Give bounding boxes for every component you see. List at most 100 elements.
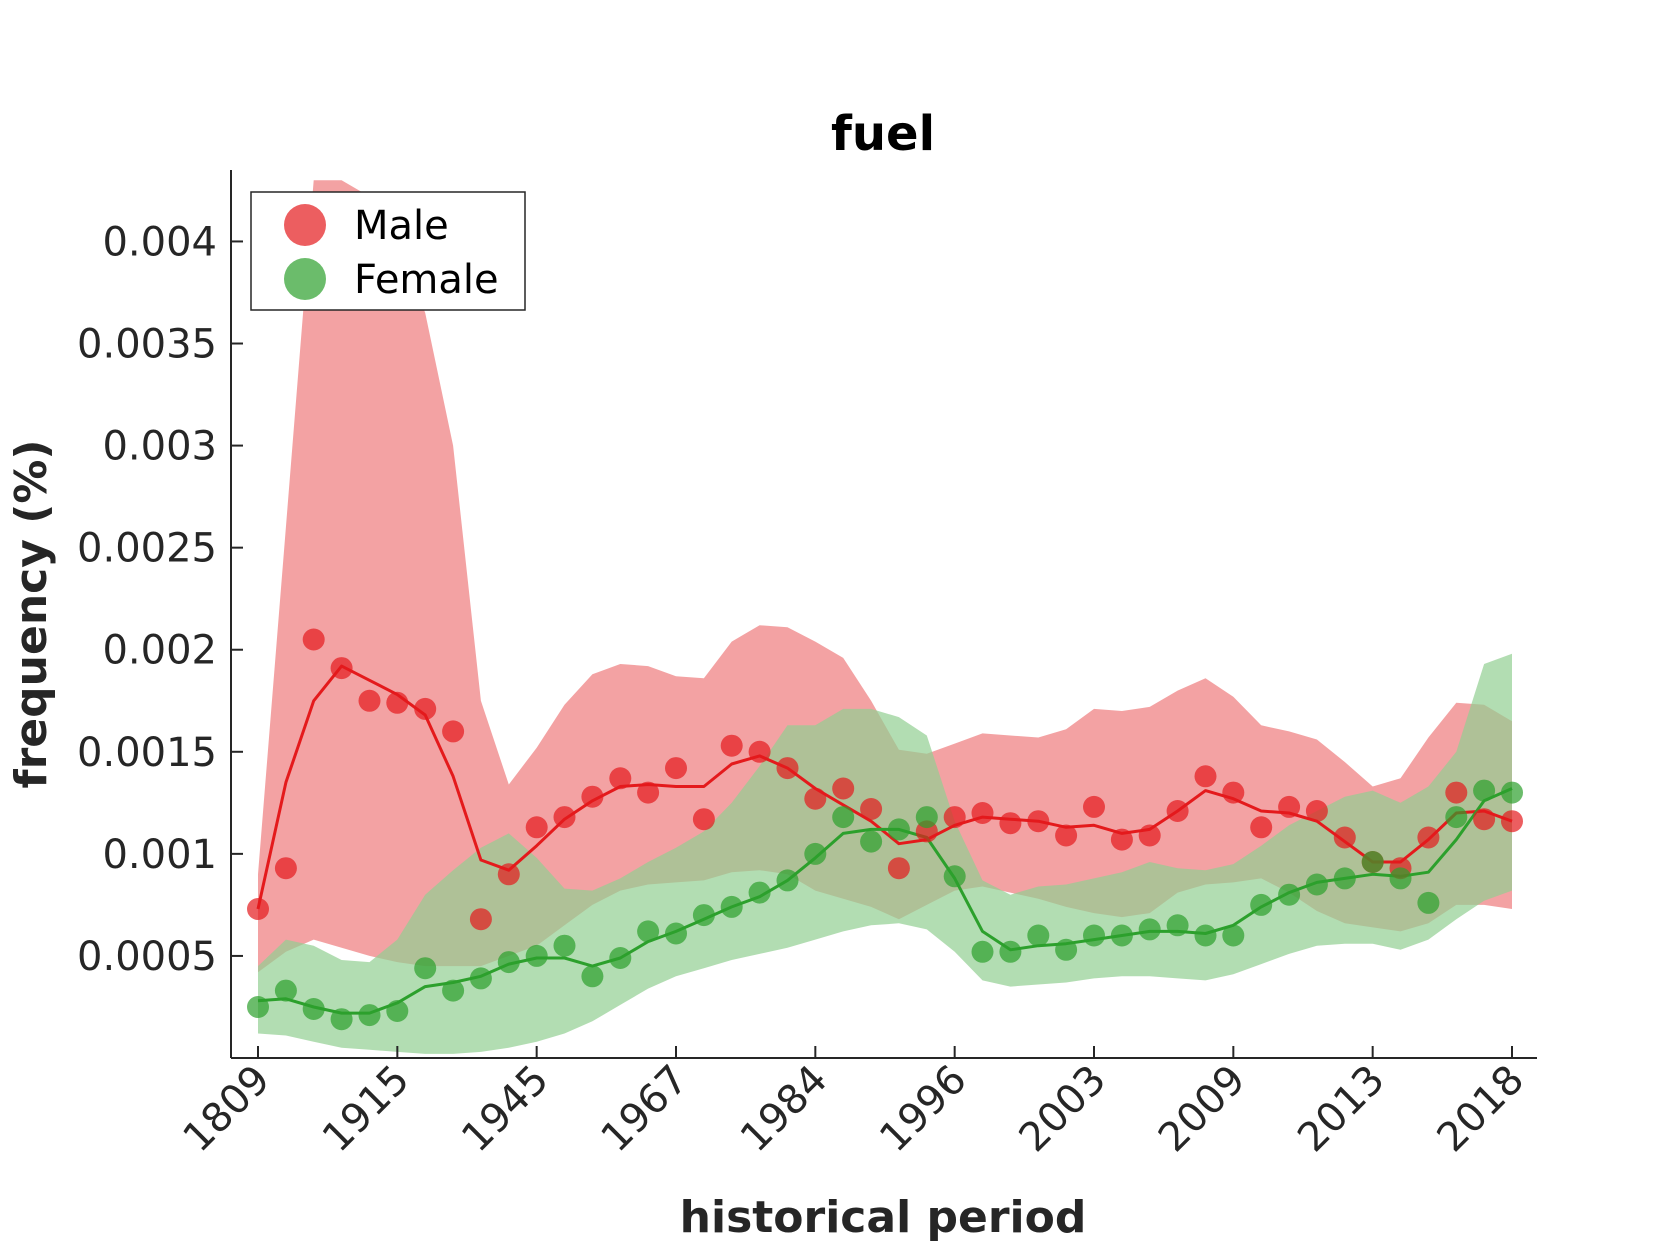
point-male [832, 777, 855, 800]
point-male [1027, 810, 1050, 833]
point-female [1055, 938, 1078, 961]
point-male [1138, 824, 1161, 847]
y-tick-label: 0.0015 [77, 730, 217, 776]
point-female [804, 842, 827, 865]
point-male [1473, 808, 1496, 831]
point-female [414, 957, 437, 980]
chart-title: fuel [831, 106, 935, 162]
point-male [999, 812, 1022, 835]
point-female [386, 1000, 409, 1022]
point-female [581, 965, 604, 988]
point-female [274, 979, 297, 1002]
point-female [1417, 891, 1440, 914]
point-female [302, 998, 325, 1020]
legend-marker-male [284, 204, 326, 246]
point-male [414, 697, 437, 720]
point-female [330, 1008, 353, 1031]
point-female [1305, 873, 1328, 896]
point-male [887, 857, 910, 880]
point-female [1194, 924, 1217, 947]
y-tick-label: 0.0035 [77, 322, 217, 368]
point-male [665, 757, 687, 780]
point-male [497, 863, 520, 886]
point-female [1083, 924, 1105, 947]
point-female [247, 996, 269, 1018]
x-ticks: 1809 1915 1945 1967 1984 1996 2003 2009 2013 2018 [175, 1046, 1534, 1162]
y-tick-label: 0.003 [102, 424, 217, 470]
point-female [497, 951, 520, 974]
x-tick-label: 1809 [175, 1057, 280, 1162]
trend-lines [256, 664, 1513, 1015]
point-female [748, 881, 771, 904]
point-female [609, 947, 632, 969]
point-male [274, 857, 297, 880]
legend-label-female: Female [354, 257, 499, 303]
point-female [887, 818, 910, 841]
point-male [553, 806, 576, 829]
point-male [971, 802, 994, 824]
point-male [358, 689, 381, 712]
point-female [1110, 924, 1133, 947]
y-tick-label: 0.001 [102, 832, 217, 878]
x-tick-label: 2003 [1011, 1057, 1116, 1162]
point-female [999, 940, 1022, 963]
point-male [525, 816, 548, 839]
legend: Male Female [250, 191, 526, 311]
x-tick-label: 2018 [1429, 1057, 1534, 1162]
point-male [1166, 800, 1189, 822]
legend-marker-female [284, 258, 326, 300]
legend-label-male: Male [354, 203, 449, 249]
point-male [692, 808, 715, 831]
x-tick-label: 2009 [1150, 1057, 1255, 1162]
point-female [720, 895, 743, 918]
point-female [1027, 924, 1050, 947]
point-male [442, 720, 465, 743]
point-female [776, 869, 799, 892]
point-female [915, 806, 938, 829]
confidence-bands [258, 180, 1512, 1054]
y-tick-label: 0.0025 [77, 526, 217, 572]
point-female [442, 979, 465, 1002]
point-male [860, 798, 883, 820]
point-male [1083, 795, 1105, 818]
point-male [1222, 781, 1245, 804]
point-female [665, 922, 687, 945]
point-male [1417, 826, 1440, 849]
x-axis-label: historical period [680, 1192, 1087, 1243]
point-male [1250, 816, 1273, 839]
y-tick-label: 0.004 [102, 219, 217, 265]
point-female [832, 806, 855, 829]
point-female [358, 1004, 381, 1027]
point-female [1445, 806, 1468, 829]
point-male [776, 757, 799, 780]
point-male [581, 785, 604, 808]
point-female [1166, 914, 1189, 937]
point-male [1501, 810, 1523, 833]
point-male [637, 781, 660, 804]
axes [230, 170, 1537, 1059]
point-male [469, 908, 492, 931]
x-tick-label: 1996 [871, 1057, 976, 1162]
point-male [1110, 828, 1133, 851]
point-female [525, 944, 548, 967]
point-female [971, 940, 994, 963]
x-tick-label: 1967 [593, 1057, 698, 1162]
y-axis-label: frequency (%) [6, 439, 57, 788]
y-ticks: 0.0005 0.001 0.0015 0.002 0.0025 0.003 0.0035 0… [77, 219, 243, 980]
point-male [1194, 765, 1217, 788]
point-male [302, 628, 325, 651]
point-female [943, 865, 966, 888]
point-male [330, 657, 353, 680]
line-male [256, 664, 1513, 910]
point-female [692, 904, 715, 927]
point-male [804, 787, 827, 810]
point-male [1305, 800, 1328, 822]
point-female [1222, 924, 1245, 947]
point-female [1389, 867, 1412, 890]
point-female [1138, 918, 1161, 941]
point-female [1333, 867, 1356, 890]
point-female [469, 967, 492, 990]
x-tick-label: 1984 [732, 1057, 837, 1162]
